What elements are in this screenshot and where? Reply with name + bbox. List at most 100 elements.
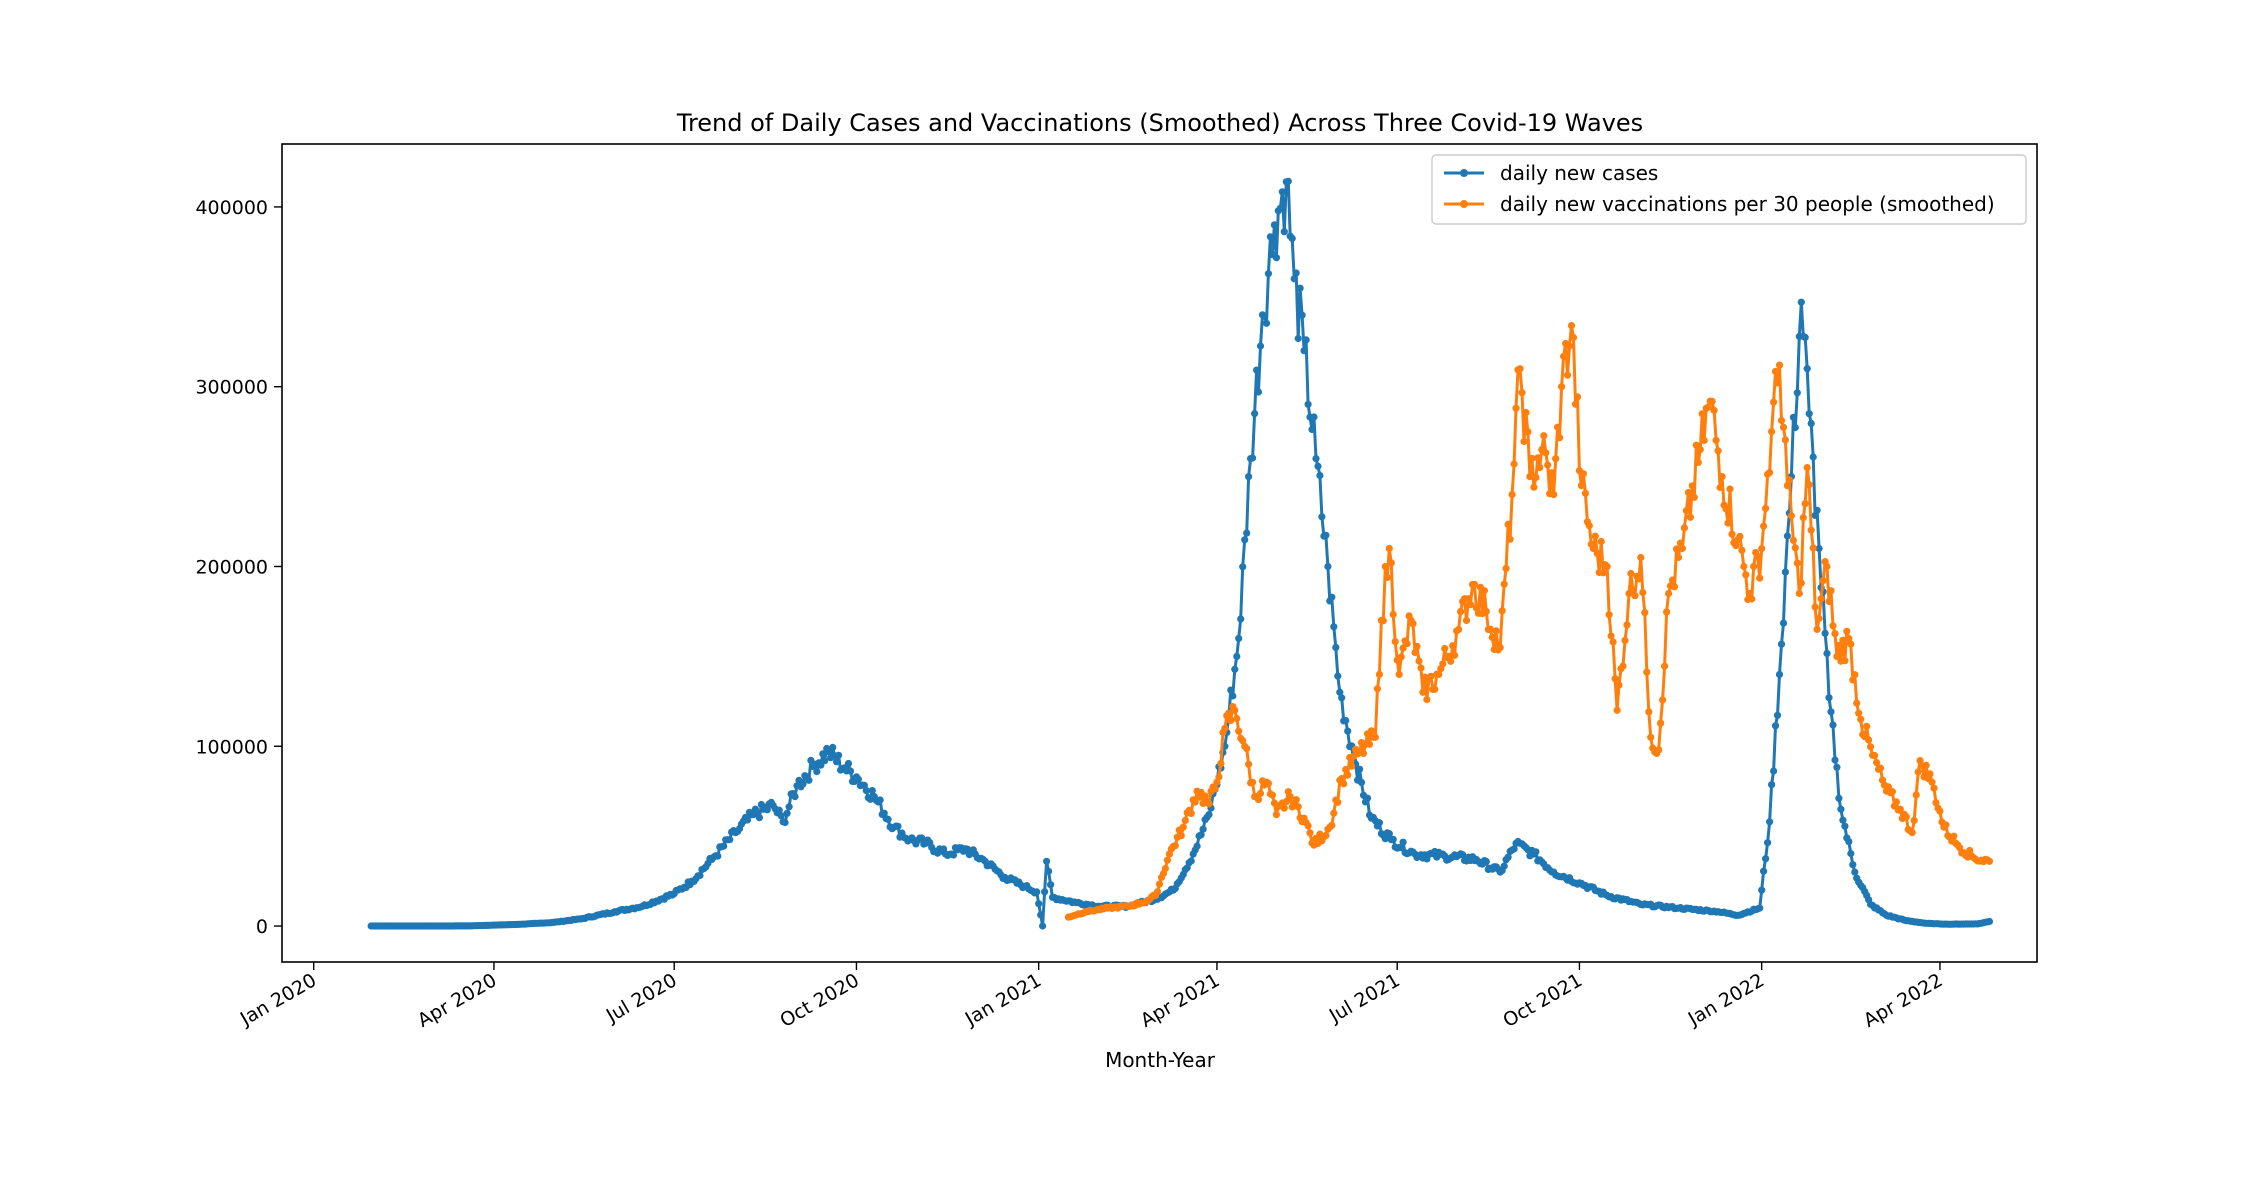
data-point — [1187, 857, 1195, 865]
data-point — [1373, 685, 1381, 693]
data-point — [1779, 619, 1788, 627]
data-point — [1724, 519, 1732, 527]
data-point — [1607, 632, 1615, 640]
data-point — [1381, 563, 1389, 571]
data-point — [1338, 694, 1346, 702]
data-point — [1912, 791, 1920, 799]
data-point — [1609, 638, 1617, 646]
data-point — [1254, 388, 1263, 396]
data-point — [1926, 770, 1934, 778]
data-point — [1655, 746, 1663, 754]
data-point — [1771, 367, 1780, 375]
data-point — [1831, 756, 1839, 764]
data-point — [1603, 562, 1611, 571]
data-point — [1298, 311, 1306, 319]
data-point — [1516, 365, 1524, 373]
data-point — [1865, 736, 1873, 744]
data-point — [1801, 333, 1809, 341]
data-point — [1035, 900, 1043, 908]
data-point — [1330, 809, 1338, 817]
data-point — [1532, 473, 1540, 481]
data-point — [1409, 620, 1417, 628]
data-point — [1728, 530, 1736, 538]
data-point — [1466, 601, 1475, 609]
data-point — [1896, 805, 1904, 813]
legend-label-vaccinations: daily new vaccinations per 30 people (sm… — [1500, 192, 1995, 216]
data-point — [1342, 717, 1350, 725]
data-point — [1851, 868, 1859, 876]
data-point — [1833, 652, 1841, 661]
data-point — [1554, 423, 1562, 431]
data-point — [1797, 298, 1805, 306]
data-point — [1672, 545, 1681, 553]
data-point — [1300, 347, 1308, 355]
data-point — [1589, 544, 1597, 553]
data-point — [1770, 398, 1778, 406]
data-point — [1270, 221, 1278, 229]
data-point — [1292, 269, 1300, 277]
data-point — [1674, 553, 1683, 562]
data-point — [1902, 813, 1910, 821]
data-point — [1985, 857, 1994, 865]
data-point — [1037, 911, 1045, 919]
chart-title: Trend of Daily Cases and Vaccinations (S… — [676, 109, 1643, 137]
data-point — [1817, 595, 1825, 603]
data-point — [1682, 507, 1690, 515]
data-point — [1876, 764, 1885, 772]
data-point — [1536, 464, 1544, 472]
data-point — [791, 793, 799, 801]
data-point — [1839, 816, 1847, 824]
data-point — [1540, 432, 1548, 440]
plot-area — [281, 143, 2038, 963]
data-point — [1451, 651, 1459, 659]
data-point — [1835, 794, 1843, 802]
data-point — [1330, 623, 1338, 631]
data-point — [1231, 665, 1239, 673]
data-point — [1241, 536, 1249, 544]
data-point — [1567, 322, 1576, 330]
data-point — [1427, 672, 1435, 680]
data-point — [1288, 234, 1296, 242]
data-point — [1815, 544, 1823, 553]
data-point — [1532, 848, 1540, 856]
data-point — [1292, 796, 1300, 804]
data-point — [1357, 778, 1366, 787]
data-point — [1235, 727, 1243, 735]
data-point — [1304, 400, 1312, 408]
data-point — [1688, 482, 1696, 490]
data-point — [1526, 473, 1534, 481]
data-point — [1235, 634, 1243, 643]
data-point — [1296, 284, 1304, 292]
data-point — [1663, 608, 1671, 616]
data-point — [1239, 737, 1247, 745]
data-point — [1661, 662, 1669, 670]
data-point — [1873, 759, 1881, 767]
data-point — [1237, 615, 1245, 623]
data-point — [1397, 844, 1405, 852]
plot-frame — [281, 143, 2038, 963]
data-point — [1670, 583, 1679, 591]
data-point — [1641, 609, 1649, 617]
data-point — [1635, 575, 1643, 583]
data-point — [1520, 437, 1528, 446]
data-point — [1278, 188, 1286, 196]
data-point — [1637, 553, 1645, 562]
data-point — [1764, 839, 1772, 847]
data-point — [1231, 706, 1239, 714]
data-point — [1441, 644, 1449, 653]
data-point — [1613, 706, 1621, 714]
data-point — [1449, 642, 1457, 650]
data-point — [1581, 489, 1589, 497]
data-point — [1754, 552, 1762, 560]
data-point — [880, 809, 888, 817]
data-point — [1365, 740, 1374, 748]
data-point — [1779, 423, 1788, 431]
data-point — [1867, 743, 1875, 751]
data-point — [1760, 867, 1768, 875]
data-point — [1342, 765, 1350, 774]
data-point — [1831, 630, 1839, 638]
data-point — [1829, 721, 1837, 729]
data-point — [1785, 476, 1793, 484]
series-markers-daily-new-cases — [367, 177, 1994, 930]
data-point — [1833, 763, 1841, 771]
